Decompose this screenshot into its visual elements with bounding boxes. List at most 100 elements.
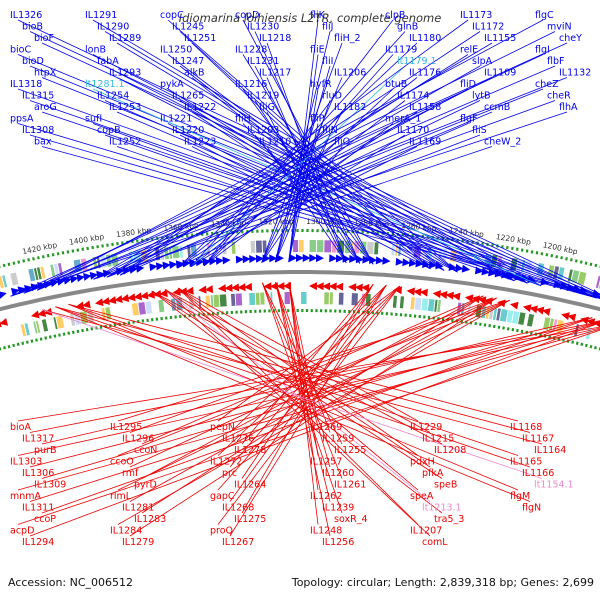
gene-label: IL1290 <box>97 22 129 33</box>
gene-arrow <box>135 264 145 273</box>
gc-tick <box>116 242 119 246</box>
cog-block <box>567 269 573 282</box>
gene-arrow <box>309 254 318 263</box>
gene-label: IL1252 <box>109 137 141 148</box>
gene-label: tra5_3 <box>434 514 464 525</box>
gc-tick <box>540 252 544 256</box>
cog-block <box>557 267 565 280</box>
gc-tick <box>101 244 104 248</box>
label-leader <box>141 295 484 514</box>
cog-block <box>526 313 535 327</box>
cog-block <box>499 308 508 322</box>
gc-tick <box>37 256 40 260</box>
cog-block <box>110 253 119 267</box>
gene-label: fliJ <box>322 22 333 33</box>
gc-tick <box>571 340 575 344</box>
gene-label: IL1289 <box>109 33 141 44</box>
label-leader <box>167 123 458 273</box>
gene-arrow <box>30 310 40 319</box>
gene-label: IL1210 <box>259 137 291 148</box>
cog-block <box>398 243 402 257</box>
cog-block <box>329 292 333 305</box>
gc-tick <box>580 342 584 347</box>
gene-label: IL1222 <box>184 102 216 113</box>
gene-label: IL1261 <box>334 480 366 491</box>
label-leader <box>179 100 445 271</box>
cog-block <box>10 272 19 286</box>
cog-block <box>552 319 558 332</box>
gene-arrow <box>439 290 448 299</box>
gene-label: cheW_2 <box>484 137 521 148</box>
gene-label: IL1268 <box>222 503 254 514</box>
label-leader <box>288 54 319 263</box>
gc-tick <box>520 329 524 334</box>
cog-block <box>492 307 498 321</box>
cog-block <box>255 240 263 253</box>
label-leader <box>191 146 431 270</box>
gene-label: IL1155 <box>484 33 516 44</box>
gc-tick <box>555 255 559 259</box>
gene-label: fliN <box>322 125 338 136</box>
gene-label: IL1326 <box>10 10 42 21</box>
gc-tick <box>22 259 26 263</box>
gene-label: pfkA <box>422 468 444 479</box>
cog-block <box>543 317 551 330</box>
gene-label: IL1283 <box>134 514 166 525</box>
gene-label: mnmA <box>10 491 42 502</box>
gene-arrow <box>133 292 143 301</box>
gene-label: IL1265 <box>172 91 204 102</box>
gc-tick <box>27 258 30 262</box>
gene-label: IL1306 <box>22 468 54 479</box>
gc-tick <box>127 321 131 325</box>
label-leader <box>254 134 361 264</box>
gene-label: IL1208 <box>434 445 466 456</box>
cog-block <box>53 263 60 277</box>
label-leader <box>288 123 319 263</box>
label-leader <box>117 299 510 456</box>
gene-label: flgC <box>535 10 554 21</box>
label-leader <box>55 306 531 433</box>
backbone-arc <box>0 270 600 312</box>
gene-arrow <box>204 285 214 294</box>
gene-label: copD <box>235 10 259 21</box>
cog-block <box>293 239 299 253</box>
gene-label: IL1279 <box>122 537 154 548</box>
gc-tick <box>21 341 25 345</box>
gene-label: pdxH <box>410 457 435 468</box>
gene-label: IL1206 <box>334 68 366 79</box>
label-leader <box>106 134 481 278</box>
gc-tick <box>81 328 84 333</box>
label-leader <box>10 77 568 297</box>
gene-label: prc <box>222 468 237 479</box>
gene-label: fliO <box>334 137 350 148</box>
gene-arrow <box>243 282 253 291</box>
label-leader <box>55 306 531 468</box>
gene-arrow <box>169 260 178 269</box>
gene-label: IL1239 <box>322 503 354 514</box>
label-leader <box>261 77 343 263</box>
gene-arrow <box>322 282 331 291</box>
gene-arrow <box>255 254 264 263</box>
gene-label: IL1257 <box>310 457 342 468</box>
gc-tick <box>488 324 491 328</box>
gene-label: clpB <box>385 10 405 21</box>
gc-tick <box>479 322 482 326</box>
gene-label: IL1158 <box>409 102 441 113</box>
gc-tick <box>525 249 529 253</box>
cog-block <box>230 293 236 306</box>
cog-block <box>427 298 435 312</box>
cog-block <box>255 292 260 305</box>
gc-tick <box>7 344 11 349</box>
cog-block <box>270 292 273 305</box>
gc-tick <box>58 333 61 337</box>
cog-block <box>506 310 514 323</box>
label-leader <box>217 285 400 491</box>
label-leader <box>229 284 387 433</box>
gc-tick <box>560 256 563 260</box>
cog-block <box>571 270 580 284</box>
gene-label: IL1132 <box>559 68 591 79</box>
gene-label: fabA <box>97 56 119 67</box>
label-leader <box>190 65 406 268</box>
gene-label: pepN <box>210 422 235 433</box>
gene-label: hyfR <box>310 79 332 90</box>
